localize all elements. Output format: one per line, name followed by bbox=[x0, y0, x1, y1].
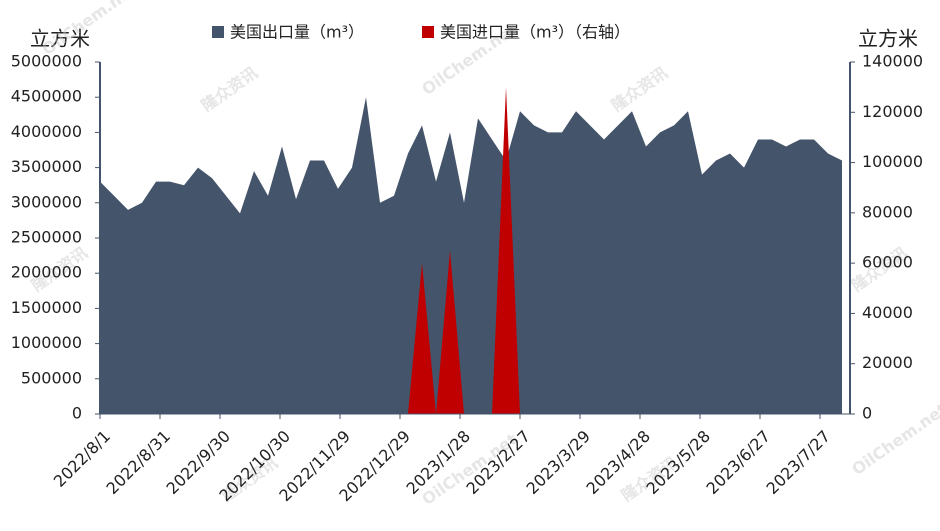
legend-swatch bbox=[422, 26, 435, 38]
y2-tick-label: 100000 bbox=[862, 152, 923, 171]
legend-swatch bbox=[212, 26, 224, 38]
area bbox=[100, 97, 842, 414]
y2-tick-label: 120000 bbox=[862, 102, 923, 121]
y2-tick-label: 80000 bbox=[862, 202, 913, 221]
y-tick-label: 4000000 bbox=[11, 122, 82, 141]
legend-label: 美国进口量（m³）（右轴） bbox=[440, 23, 630, 42]
watermark: 隆众资讯 bbox=[198, 63, 261, 115]
legend-label: 美国出口量（m³） bbox=[230, 23, 364, 42]
y-tick-label: 0 bbox=[72, 404, 82, 423]
y-tick-label: 3500000 bbox=[11, 157, 82, 176]
y-tick-label: 5000000 bbox=[11, 52, 82, 71]
y2-tick-label: 60000 bbox=[862, 253, 913, 272]
y-axis-title: 立方米 bbox=[30, 27, 90, 51]
x-tick-label: 2022/8/1 bbox=[50, 427, 114, 491]
y-tick-label: 2500000 bbox=[11, 228, 82, 247]
y-tick-label: 3000000 bbox=[11, 192, 82, 211]
x-tick-label: 2023/6/27 bbox=[703, 427, 774, 498]
y2-axis-title: 立方米 bbox=[858, 27, 918, 51]
x-tick-label: 2023/7/27 bbox=[763, 427, 834, 498]
y-tick-label: 500000 bbox=[21, 368, 82, 387]
y2-tick-label: 40000 bbox=[862, 303, 913, 322]
x-tick-label: 2022/8/31 bbox=[103, 427, 174, 498]
x-tick-label: 2023/3/29 bbox=[523, 427, 594, 498]
y2-tick-label: 140000 bbox=[862, 52, 923, 71]
y2-tick-label: 0 bbox=[862, 404, 872, 423]
y-tick-label: 4500000 bbox=[11, 87, 82, 106]
y-tick-label: 1500000 bbox=[11, 298, 82, 317]
y-tick-label: 1000000 bbox=[11, 333, 82, 352]
watermark: 隆众资讯 bbox=[608, 63, 671, 115]
y-tick-label: 2000000 bbox=[11, 263, 82, 282]
y2-tick-label: 20000 bbox=[862, 353, 913, 372]
area bbox=[408, 87, 520, 415]
x-tick-label: 2023/5/28 bbox=[643, 427, 714, 498]
